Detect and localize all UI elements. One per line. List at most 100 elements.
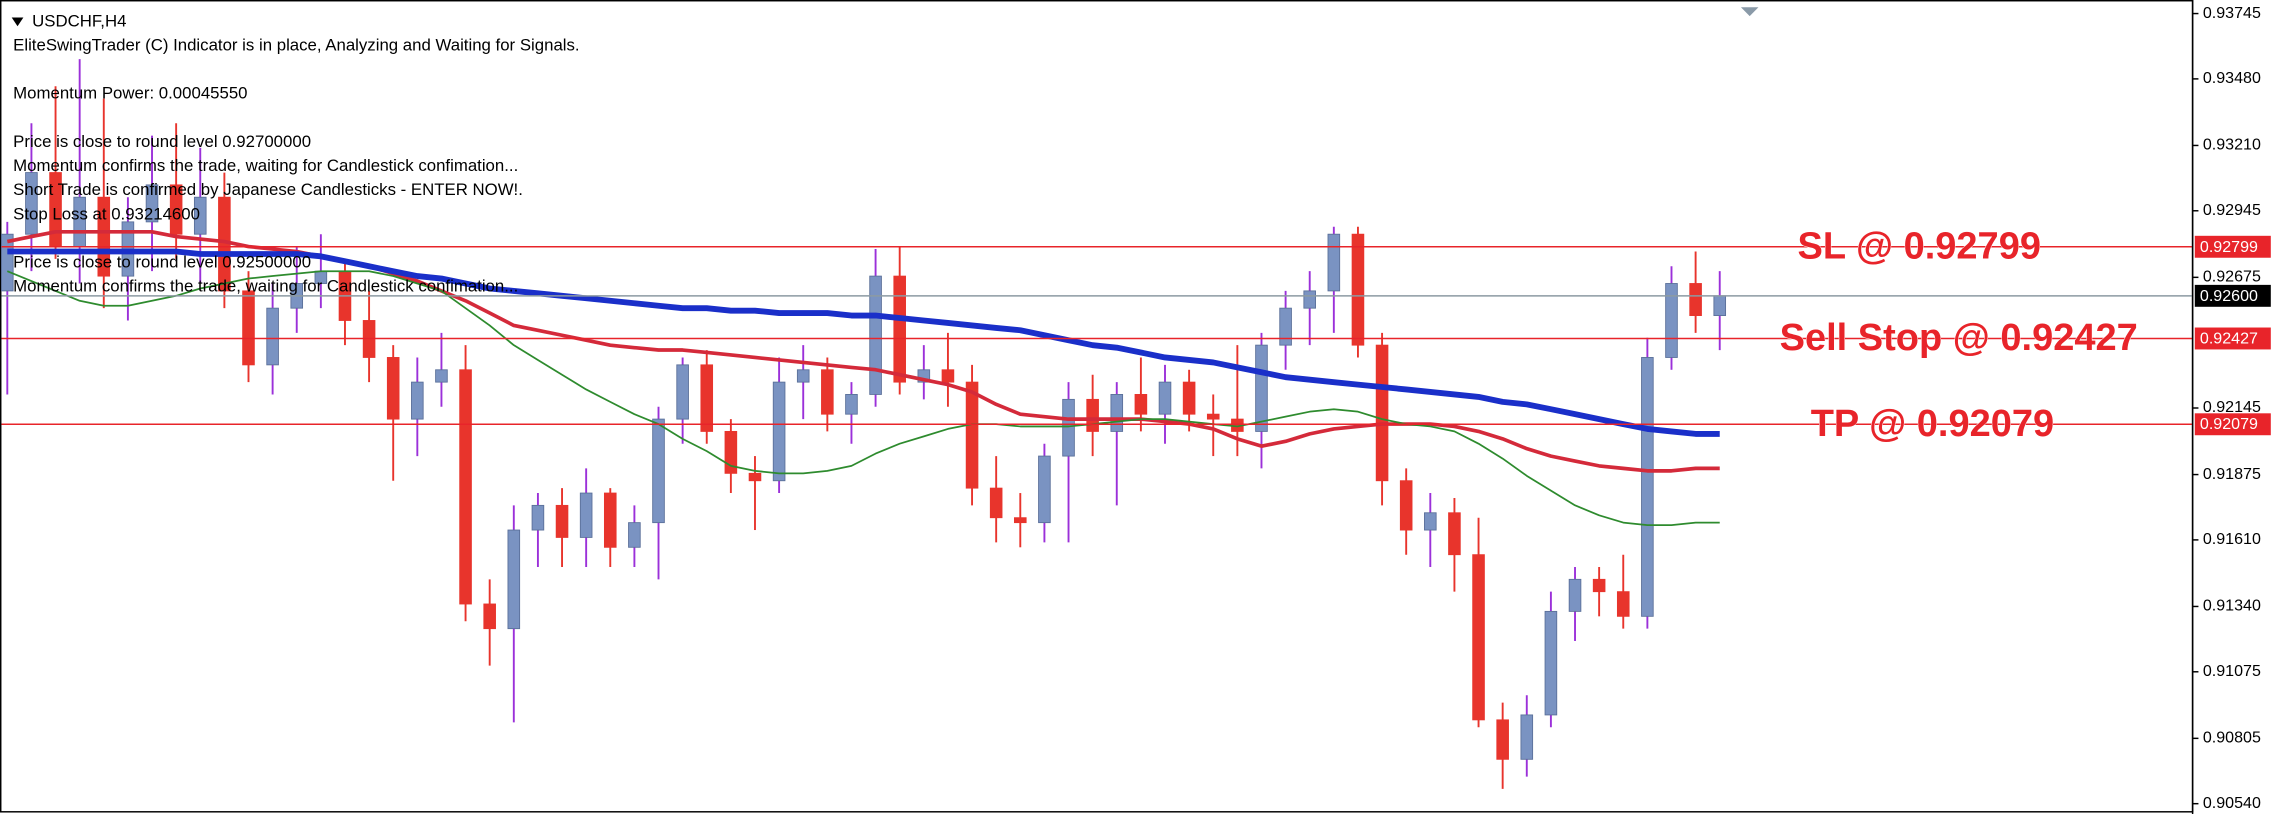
candle-body bbox=[1568, 578, 1582, 612]
candle-body bbox=[603, 492, 617, 548]
candle-body bbox=[1110, 394, 1124, 432]
y-tick-label: 0.92145 bbox=[2203, 398, 2261, 416]
levels: SL @ 0.92799 0.92799 0.92600 Sell Stop @ 0.… bbox=[1, 225, 2271, 445]
candle-body bbox=[821, 369, 834, 415]
y-tick-label: 0.90540 bbox=[2203, 794, 2261, 812]
candle-body bbox=[1303, 290, 1316, 309]
level-annotation: TP @ 0.92079 bbox=[1811, 403, 2054, 445]
candle-body bbox=[1496, 719, 1509, 760]
candle-body bbox=[1424, 512, 1437, 531]
moving-average bbox=[6, 270, 1720, 526]
y-tick-label: 0.91875 bbox=[2203, 465, 2261, 483]
candle-body bbox=[1279, 307, 1292, 346]
candle-body bbox=[435, 369, 448, 383]
info-panel: EliteSwingTrader (C) Indicator is in pla… bbox=[13, 35, 579, 295]
level-price-box bbox=[2194, 413, 2271, 436]
level-price-label: 0.92427 bbox=[2200, 329, 2258, 347]
candle-body bbox=[459, 369, 472, 605]
candle-body bbox=[411, 381, 424, 420]
candle-body bbox=[1544, 610, 1558, 716]
candle-body bbox=[845, 394, 858, 415]
candle-body bbox=[748, 472, 762, 482]
y-tick-label: 0.91610 bbox=[2203, 530, 2261, 548]
shift-marker bbox=[1740, 7, 1759, 17]
candle-body bbox=[1375, 344, 1389, 482]
y-tick-label: 0.93480 bbox=[2203, 69, 2261, 87]
candle-body bbox=[1472, 554, 1485, 721]
candle-body bbox=[97, 196, 111, 277]
info-line: Momentum Power: 0.00045550 bbox=[13, 84, 247, 103]
y-tick-label: 0.91075 bbox=[2203, 662, 2261, 680]
candle-body bbox=[1399, 480, 1413, 531]
candle-body bbox=[989, 487, 1003, 519]
candle-body bbox=[25, 172, 38, 235]
info-line: Momentum confirms the trade, waiting for… bbox=[13, 277, 518, 296]
info-line: Short Trade is confirmed by Japanese Can… bbox=[13, 180, 523, 199]
candle-body bbox=[917, 369, 931, 383]
candle-body bbox=[1182, 381, 1196, 415]
candle-body bbox=[1592, 578, 1606, 593]
y-tick-label: 0.93210 bbox=[2203, 136, 2261, 154]
candle-body bbox=[193, 196, 207, 235]
candle-body bbox=[1062, 398, 1075, 457]
candle-body bbox=[893, 275, 906, 383]
info-line: Stop Loss at 0.93214600 bbox=[13, 204, 200, 223]
y-tick-label: 0.92675 bbox=[2203, 268, 2261, 286]
candle-body bbox=[1158, 381, 1172, 415]
chart-title: USDCHF,H4 bbox=[32, 11, 126, 30]
candle-body bbox=[652, 418, 665, 524]
candle-body bbox=[531, 504, 545, 531]
candle-body bbox=[145, 184, 159, 223]
candle-body bbox=[1014, 517, 1027, 524]
level-price-label: 0.92600 bbox=[2200, 287, 2258, 305]
candle-body bbox=[1206, 413, 1220, 420]
candle-body bbox=[1689, 283, 1702, 316]
y-tick-label: 0.93745 bbox=[2203, 4, 2261, 22]
info-line: Price is close to round level 0.92500000 bbox=[13, 252, 311, 271]
candle-body bbox=[1448, 512, 1461, 556]
candle-body bbox=[1641, 357, 1654, 617]
candle-body bbox=[700, 364, 714, 432]
y-tick-label: 0.90805 bbox=[2203, 729, 2261, 747]
candle-body bbox=[266, 307, 279, 366]
candle-body bbox=[507, 529, 521, 630]
moving-average bbox=[7, 248, 1720, 437]
candle-body bbox=[1351, 233, 1365, 346]
candle-body bbox=[1134, 394, 1148, 415]
level-price-label: 0.92079 bbox=[2200, 415, 2258, 433]
candle-body bbox=[1086, 398, 1099, 432]
candle-body bbox=[483, 603, 496, 630]
candle-body bbox=[628, 522, 641, 548]
level-annotation: Sell Stop @ 0.92427 bbox=[1780, 317, 2138, 359]
candle-body bbox=[965, 381, 979, 489]
level-price-label: 0.92799 bbox=[2200, 238, 2258, 256]
level-price-box bbox=[2194, 235, 2271, 258]
candle-body bbox=[1713, 295, 1727, 316]
candle-body bbox=[555, 504, 569, 538]
candle-body bbox=[796, 369, 810, 383]
candle-body bbox=[1520, 714, 1534, 760]
info-line: Momentum confirms the trade, waiting for… bbox=[13, 156, 518, 175]
candle-body bbox=[386, 357, 400, 420]
candle-body bbox=[676, 364, 689, 420]
level-annotation: SL @ 0.92799 bbox=[1798, 225, 2041, 267]
candle-body bbox=[579, 492, 593, 538]
candle-body bbox=[1616, 591, 1630, 617]
candle-body bbox=[869, 275, 882, 395]
candle-body bbox=[1327, 233, 1341, 292]
candle-body bbox=[169, 184, 183, 235]
candle-body bbox=[1, 233, 14, 292]
info-line: Price is close to round level 0.92700000 bbox=[13, 132, 311, 151]
info-line: EliteSwingTrader (C) Indicator is in pla… bbox=[13, 35, 579, 54]
level-price-box bbox=[2194, 284, 2271, 307]
candle-body bbox=[1038, 455, 1051, 524]
price-axis: 0.93745 0.93480 0.93210 0.92945 0.92675 0.921… bbox=[2191, 0, 2261, 814]
candle-body bbox=[941, 369, 955, 383]
y-tick-label: 0.91340 bbox=[2203, 597, 2261, 615]
candle-body bbox=[772, 381, 786, 482]
y-tick-label: 0.92945 bbox=[2203, 201, 2261, 219]
candle-body bbox=[1255, 344, 1268, 432]
level-price-box bbox=[2194, 327, 2271, 350]
